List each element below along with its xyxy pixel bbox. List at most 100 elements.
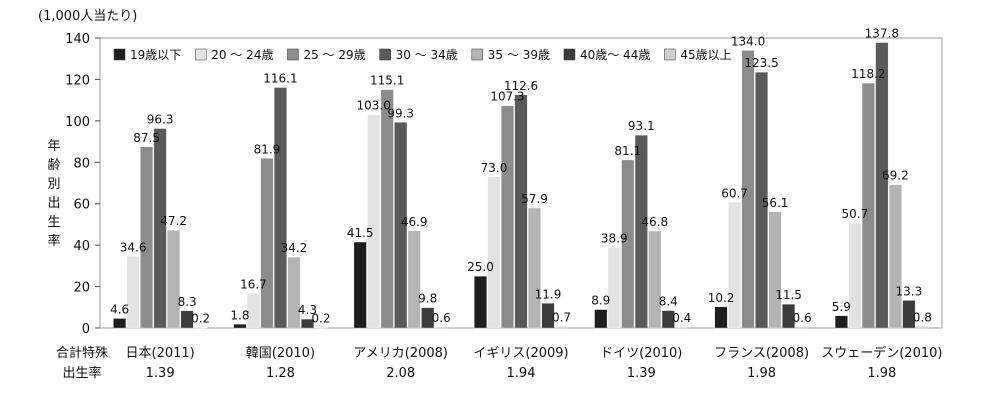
bar (487, 176, 501, 329)
data-label: 81.1 (614, 144, 641, 158)
bar (474, 276, 487, 329)
bar (621, 159, 635, 329)
data-label: 60.7 (721, 186, 748, 200)
bar (848, 222, 862, 329)
bar (634, 134, 648, 329)
tfr-label-line1: 合計特殊 (56, 345, 108, 361)
data-label: 11.9 (535, 287, 562, 301)
tfr-value: 1.39 (627, 366, 656, 381)
bar (675, 327, 689, 329)
legend-label: 19歳以下 (130, 48, 181, 62)
bar (260, 158, 274, 329)
data-label: 73.0 (481, 161, 508, 175)
data-label: 81.9 (254, 142, 281, 156)
data-label: 69.2 (882, 169, 909, 183)
legend-swatch (287, 48, 299, 61)
data-label: 25.0 (467, 260, 494, 274)
tfr-row: 合計特殊 出生率 1.39 1.28 2.08 1.94 1.39 1.98 1.98 (56, 345, 896, 381)
legend-label: 30 ～ 34歳 (396, 48, 458, 62)
data-label: 5.9 (832, 300, 851, 314)
data-label: 93.1 (628, 119, 655, 133)
y-tick-label: 100 (65, 115, 90, 130)
bar (314, 327, 328, 329)
bar (861, 83, 875, 329)
data-label: 38.9 (601, 231, 628, 245)
y-tick-label: 60 (73, 198, 90, 213)
data-label: 0.8 (913, 310, 932, 324)
bar (140, 146, 154, 329)
bar (555, 326, 568, 329)
data-label: 8.4 (659, 295, 678, 309)
bar (274, 87, 287, 329)
unit-label: (1,000人当たり) (38, 9, 137, 24)
y-tick-label: 40 (73, 239, 90, 254)
bar (728, 202, 741, 329)
data-label: 137.8 (865, 27, 899, 41)
data-label: 103.0 (357, 99, 391, 113)
data-label: 41.5 (347, 226, 374, 240)
tfr-value: 1.98 (867, 366, 896, 381)
data-label: 34.6 (120, 240, 147, 254)
bar (875, 42, 889, 329)
bar (594, 309, 608, 329)
y-tick-label: 140 (65, 32, 90, 47)
bar (768, 211, 782, 329)
y-axis-label-char: 別 (47, 177, 60, 192)
data-label: 0.6 (793, 311, 812, 325)
data-label: 99.3 (387, 106, 414, 120)
data-label: 34.2 (281, 241, 308, 255)
data-label: 0.6 (432, 311, 451, 325)
data-label: 112.6 (504, 79, 538, 93)
y-axis: 0 20 40 60 80 100 120 140 (65, 32, 100, 337)
legend-swatch (113, 48, 126, 61)
y-axis-label-char: 年 (47, 139, 60, 154)
x-tick-label: 韓国(2010) (246, 346, 315, 361)
legend-label: 20 ～ 24歳 (211, 48, 273, 62)
data-label: 8.3 (178, 295, 197, 309)
bar (915, 326, 929, 329)
bar (648, 230, 662, 329)
data-label: 16.7 (240, 277, 267, 291)
bar (233, 324, 247, 329)
data-labels-group: 4.6 34.6 87.5 96.3 47.2 8.3 0.2 1.8 16.7 81.9 116.… (110, 27, 932, 326)
bar (795, 326, 809, 329)
tfr-value: 2.08 (386, 366, 415, 381)
bar (153, 128, 167, 329)
data-label: 56.1 (762, 196, 789, 210)
x-tick-label: フランス(2008) (714, 346, 809, 361)
y-axis-label-char: 率 (47, 233, 60, 249)
bar (607, 247, 621, 329)
bars-group (113, 42, 929, 329)
bar (514, 94, 528, 329)
data-label: 4.3 (298, 303, 317, 317)
data-label: 57.9 (521, 192, 548, 206)
data-label: 118.2 (851, 67, 885, 81)
x-tick-label: アメリカ(2008) (353, 346, 448, 361)
bar (541, 303, 555, 329)
legend-swatch (471, 48, 484, 61)
data-label: 96.3 (147, 113, 174, 127)
data-label: 13.3 (895, 284, 922, 298)
data-label: 0.7 (552, 311, 571, 325)
bar (528, 207, 541, 329)
bar (421, 307, 435, 329)
bar (367, 114, 381, 329)
data-label: 123.5 (744, 56, 778, 70)
data-label: 4.6 (110, 302, 129, 316)
data-label: 10.2 (708, 291, 735, 305)
bar (380, 89, 394, 329)
y-axis-label-char: 齢 (47, 158, 60, 173)
legend-label: 45歳以上 (680, 48, 731, 62)
y-tick-label: 120 (65, 73, 90, 88)
bar (755, 72, 768, 329)
data-label: 11.5 (775, 288, 802, 302)
tfr-value: 1.94 (507, 366, 536, 381)
y-tick-label: 80 (73, 156, 90, 171)
data-label: 47.2 (160, 214, 187, 228)
bar (902, 300, 916, 329)
bar (714, 306, 728, 329)
data-label: 9.8 (418, 292, 437, 306)
data-label: 115.1 (370, 74, 404, 88)
